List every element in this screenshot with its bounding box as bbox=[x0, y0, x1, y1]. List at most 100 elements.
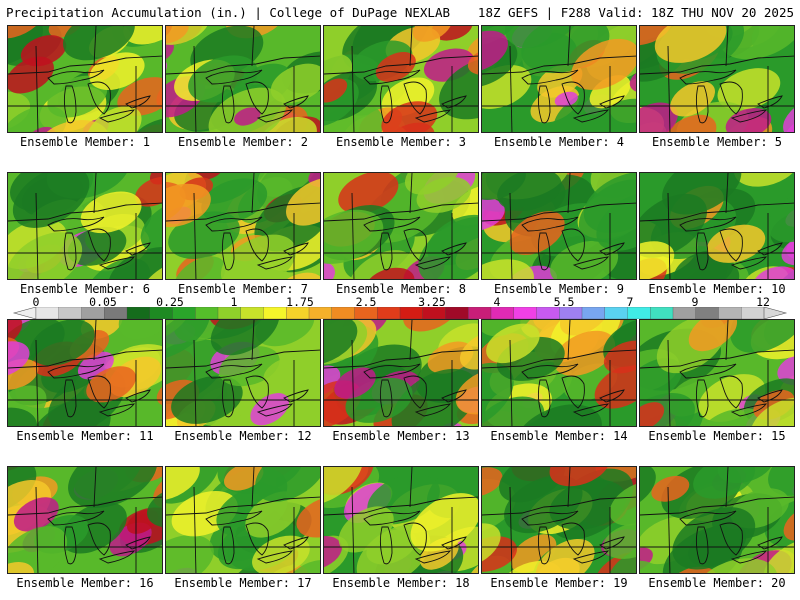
ensemble-member-map bbox=[165, 25, 321, 133]
colorbar-tick-label: 2.5 bbox=[355, 295, 377, 309]
ensemble-member-map bbox=[323, 25, 479, 133]
precipitation-field bbox=[324, 173, 478, 279]
ensemble-member-map bbox=[7, 319, 163, 427]
precipitation-field bbox=[8, 467, 162, 573]
precipitation-field bbox=[166, 320, 320, 426]
colorbar-swatch bbox=[240, 307, 264, 319]
colorbar-swatch bbox=[35, 307, 60, 319]
colorbar-swatch bbox=[741, 307, 765, 319]
precipitation-field bbox=[166, 467, 320, 573]
colorbar-swatch bbox=[604, 307, 628, 319]
ensemble-member-label: Ensemble Member: 11 bbox=[16, 429, 154, 443]
colorbar-swatch bbox=[331, 307, 355, 319]
ensemble-member-map bbox=[7, 466, 163, 574]
ensemble-member-map bbox=[639, 172, 795, 280]
precipitation-field bbox=[482, 173, 636, 279]
colorbar-max-arrow bbox=[763, 307, 788, 319]
ensemble-member-label: Ensemble Member: 8 bbox=[335, 282, 467, 296]
ensemble-member-label: Ensemble Member: 13 bbox=[332, 429, 470, 443]
colorbar-swatch bbox=[81, 307, 105, 319]
colorbar-swatch bbox=[513, 307, 537, 319]
ensemble-member-label: Ensemble Member: 4 bbox=[493, 135, 625, 149]
ensemble-member-map bbox=[165, 319, 321, 427]
colorbar-swatch bbox=[581, 307, 606, 319]
ensemble-member-label: Ensemble Member: 19 bbox=[490, 576, 628, 590]
colorbar-swatch bbox=[58, 307, 82, 319]
precipitation-field bbox=[640, 467, 794, 573]
colorbar-tick-label: 0 bbox=[32, 295, 40, 309]
colorbar-swatch bbox=[195, 307, 219, 319]
precipitation-field bbox=[8, 173, 162, 279]
precipitation-field bbox=[324, 320, 478, 426]
colorbar-swatch bbox=[490, 307, 515, 319]
colorbar-swatch bbox=[695, 307, 719, 319]
ensemble-member-map bbox=[323, 319, 479, 427]
ensemble-member-label: Ensemble Member: 9 bbox=[493, 282, 625, 296]
colorbar-tick-label: 1 bbox=[230, 295, 238, 309]
colorbar-swatch bbox=[217, 307, 242, 319]
colorbar-tick-label: 9 bbox=[691, 295, 699, 309]
colorbar-min-arrow bbox=[12, 307, 37, 319]
colorbar-swatch bbox=[536, 307, 560, 319]
colorbar-tick-label: 4 bbox=[493, 295, 501, 309]
colorbar-swatch bbox=[422, 307, 446, 319]
precipitation-field bbox=[482, 467, 636, 573]
colorbar-swatch bbox=[126, 307, 151, 319]
ensemble-member-map bbox=[165, 172, 321, 280]
ensemble-member-label: Ensemble Member: 15 bbox=[648, 429, 786, 443]
colorbar-swatch bbox=[104, 307, 128, 319]
colorbar-swatch bbox=[445, 307, 469, 319]
ensemble-member-label: Ensemble Member: 12 bbox=[174, 429, 312, 443]
ensemble-member-label: Ensemble Member: 6 bbox=[19, 282, 151, 296]
ensemble-member-label: Ensemble Member: 17 bbox=[174, 576, 312, 590]
ensemble-member-map bbox=[639, 25, 795, 133]
ensemble-member-label: Ensemble Member: 16 bbox=[16, 576, 154, 590]
colorbar-swatch bbox=[627, 307, 651, 319]
precipitation-field bbox=[482, 320, 636, 426]
colorbar-swatch bbox=[718, 307, 742, 319]
precipitation-field bbox=[166, 173, 320, 279]
colorbar-tick-label: 0.05 bbox=[89, 295, 117, 309]
ensemble-member-label: Ensemble Member: 3 bbox=[335, 135, 467, 149]
ensemble-member-label: Ensemble Member: 1 bbox=[19, 135, 151, 149]
ensemble-member-map bbox=[639, 319, 795, 427]
colorbar-swatch bbox=[650, 307, 674, 319]
precipitation-field bbox=[640, 173, 794, 279]
precipitation-field bbox=[324, 26, 478, 132]
precipitation-field bbox=[640, 26, 794, 132]
colorbar-tick-label: 5.5 bbox=[553, 295, 575, 309]
ensemble-member-map bbox=[481, 466, 637, 574]
precipitation-field bbox=[324, 467, 478, 573]
colorbar-swatch bbox=[559, 307, 583, 319]
colorbar-tick-label: 1.75 bbox=[286, 295, 314, 309]
map-title: Precipitation Accumulation (in.) | Colle… bbox=[6, 5, 451, 20]
colorbar-tick-label: 3.25 bbox=[418, 295, 446, 309]
ensemble-member-label: Ensemble Member: 7 bbox=[177, 282, 309, 296]
precipitation-colorbar bbox=[12, 307, 788, 319]
ensemble-member-map bbox=[481, 319, 637, 427]
colorbar-tick-label: 0.25 bbox=[156, 295, 184, 309]
precipitation-field bbox=[166, 26, 320, 132]
colorbar-tick-label: 7 bbox=[626, 295, 634, 309]
ensemble-member-label: Ensemble Member: 10 bbox=[648, 282, 786, 296]
colorbar-swatch bbox=[172, 307, 196, 319]
colorbar-swatch bbox=[399, 307, 424, 319]
precipitation-field bbox=[640, 320, 794, 426]
precipitation-field bbox=[8, 26, 162, 132]
ensemble-member-map bbox=[481, 172, 637, 280]
colorbar-swatch bbox=[149, 307, 173, 319]
ensemble-member-map bbox=[639, 466, 795, 574]
colorbar-swatch bbox=[354, 307, 378, 319]
colorbar-swatch bbox=[308, 307, 333, 319]
ensemble-member-map bbox=[7, 172, 163, 280]
colorbar-swatch bbox=[672, 307, 697, 319]
ensemble-member-map bbox=[323, 172, 479, 280]
ensemble-member-label: Ensemble Member: 14 bbox=[490, 429, 628, 443]
ensemble-member-map bbox=[165, 466, 321, 574]
colorbar-swatch bbox=[377, 307, 401, 319]
precipitation-field bbox=[482, 26, 636, 132]
colorbar-swatch bbox=[286, 307, 310, 319]
colorbar-swatch bbox=[468, 307, 492, 319]
ensemble-member-map bbox=[481, 25, 637, 133]
ensemble-member-map bbox=[323, 466, 479, 574]
